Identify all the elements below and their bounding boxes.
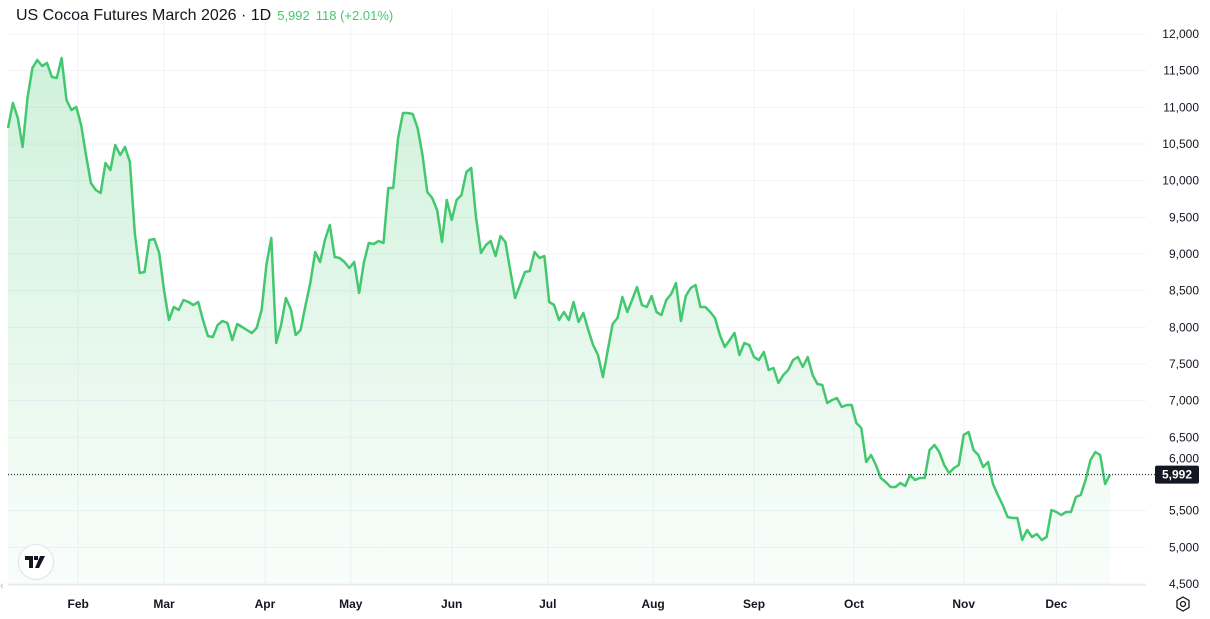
x-tick-label: Jun	[441, 597, 462, 611]
x-tick-label: Sep	[743, 597, 765, 611]
x-tick-label: Aug	[641, 597, 664, 611]
x-axis[interactable]: Feb Mar Apr May Jun Jul Aug Sep Oct Nov Dec	[68, 597, 1068, 611]
y-tick-label: 10,500	[1162, 137, 1199, 151]
y-tick-label: 12,000	[1162, 27, 1199, 41]
x-tick-label: Oct	[844, 597, 864, 611]
y-tick-label: 4,500	[1169, 577, 1199, 591]
y-tick-label: 5,000	[1169, 540, 1199, 554]
y-tick-label: 8,000	[1169, 320, 1199, 334]
y-tick-label: 10,000	[1162, 174, 1199, 188]
x-tick-label: Apr	[255, 597, 276, 611]
y-tick-label: 6,000	[1169, 452, 1199, 466]
chart-header: US Cocoa Futures March 2026 · 1D 5,992 1…	[16, 7, 393, 25]
x-tick-label: Nov	[952, 597, 975, 611]
y-tick-label: 11,500	[1163, 64, 1199, 78]
y-tick-label: 6,500	[1169, 430, 1199, 444]
last-price-label-box	[1155, 465, 1199, 484]
last-price-label: 5,992	[1155, 465, 1199, 484]
y-tick-label: 8,500	[1169, 284, 1199, 298]
price-line-series	[6, 56, 1112, 542]
y-tick-label: 9,000	[1169, 247, 1199, 261]
x-tick-label: Mar	[153, 597, 175, 611]
y-tick-label: 5,500	[1169, 504, 1199, 518]
price-area-fill	[8, 58, 1110, 585]
x-tick-label: Dec	[1045, 597, 1067, 611]
last-price-label-text: 5,992	[1162, 468, 1192, 482]
tradingview-logo-glyph-icon	[25, 556, 45, 568]
tradingview-logo-icon[interactable]	[18, 544, 54, 580]
chevron-left-icon[interactable]: ‹	[0, 580, 4, 592]
y-tick-label: 11,000	[1163, 100, 1199, 114]
x-tick-label: Jul	[539, 597, 556, 611]
symbol-title: US Cocoa Futures March 2026 · 1D	[16, 7, 272, 24]
settings-gear-icon[interactable]	[1174, 595, 1192, 613]
last-price: 5,992	[277, 8, 310, 23]
price-change: 118 (+2.01%)	[315, 8, 394, 23]
x-tick-label: Feb	[68, 597, 89, 611]
y-tick-label: 9,500	[1169, 210, 1199, 224]
y-axis[interactable]: 12,000 11,500 11,000 10,500 10,000 9,500 9,000…	[1162, 27, 1199, 591]
y-tick-label: 7,000	[1169, 394, 1199, 408]
y-tick-label: 7,500	[1169, 357, 1199, 371]
x-tick-label: May	[339, 597, 363, 611]
